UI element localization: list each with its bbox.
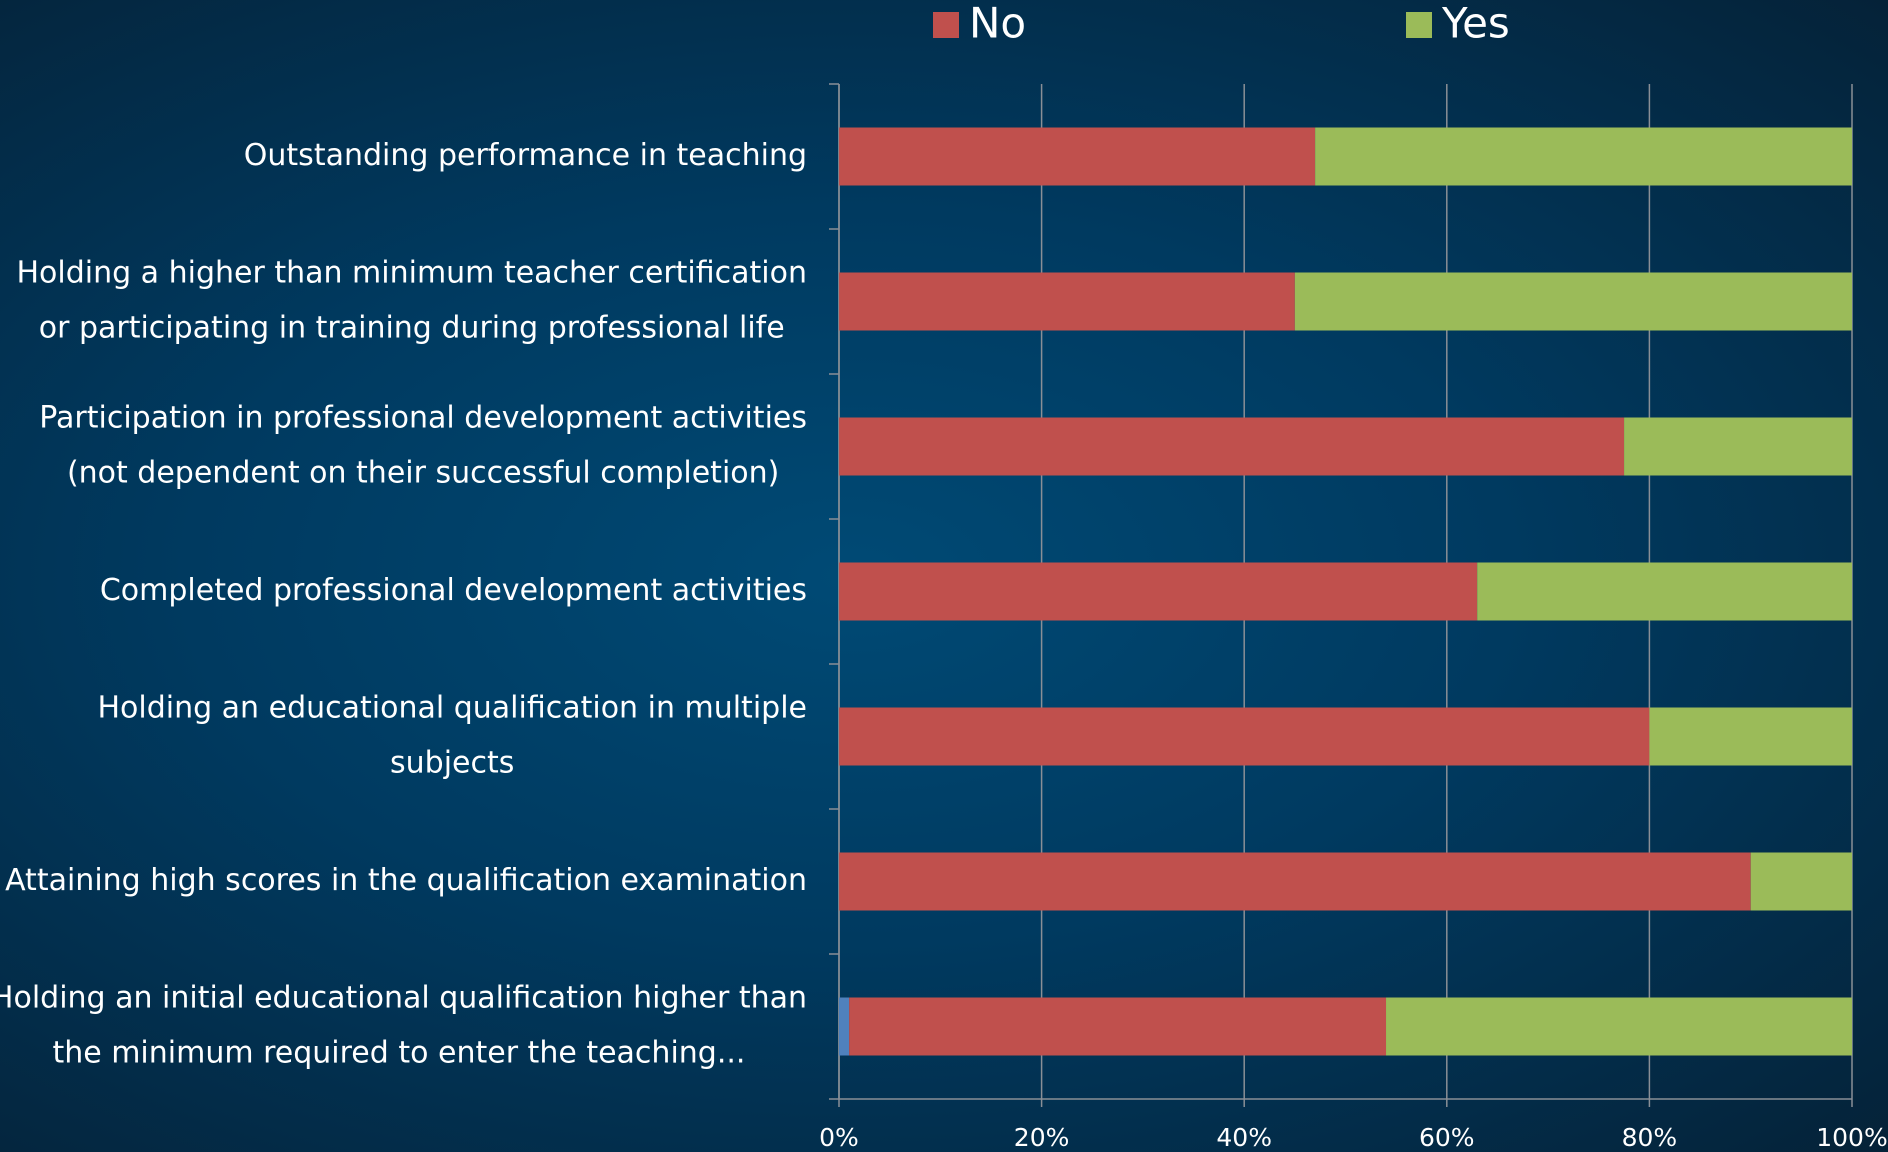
bar-segment xyxy=(849,997,1387,1056)
legend-label: Yes xyxy=(1441,0,1510,48)
bar-segment xyxy=(1477,562,1852,621)
bar-segment xyxy=(1386,997,1852,1056)
x-tick-label: 0% xyxy=(819,1123,859,1152)
bar-segment xyxy=(1315,127,1852,186)
legend-swatch xyxy=(1406,12,1432,38)
bar-segment xyxy=(839,562,1478,621)
x-tick-label: 100% xyxy=(1816,1123,1887,1152)
x-tick-label: 60% xyxy=(1419,1123,1475,1152)
bar-segment xyxy=(839,127,1316,186)
bar-segment xyxy=(1649,707,1852,766)
category-label: the minimum required to enter the teachi… xyxy=(52,1036,745,1071)
x-tick-label: 40% xyxy=(1216,1123,1272,1152)
bar-segment xyxy=(1750,852,1852,911)
bar-segment xyxy=(839,417,1625,476)
category-label: (not dependent on their successful compl… xyxy=(67,456,779,491)
category-label: Participation in professional developmen… xyxy=(39,401,807,436)
bar-segment xyxy=(839,997,850,1056)
category-label: Holding a higher than minimum teacher ce… xyxy=(16,256,807,291)
bar-segment xyxy=(839,707,1650,766)
category-label: Holding an initial educational qualifica… xyxy=(0,981,807,1016)
bar-segment xyxy=(839,852,1751,911)
category-label: or participating in training during prof… xyxy=(39,311,785,346)
category-label: Outstanding performance in teaching xyxy=(244,138,807,173)
bar-segment xyxy=(1624,417,1852,476)
category-label: subjects xyxy=(390,746,514,781)
legend-label: No xyxy=(969,0,1026,48)
category-label: Attaining high scores in the qualificati… xyxy=(5,863,807,898)
x-tick-label: 80% xyxy=(1622,1123,1678,1152)
bar-segment xyxy=(839,272,1295,331)
bar-segment xyxy=(1294,272,1852,331)
category-label: Completed professional development activ… xyxy=(100,573,807,608)
category-label: Holding an educational qualification in … xyxy=(97,691,807,726)
legend-swatch xyxy=(933,12,959,38)
x-tick-label: 20% xyxy=(1014,1123,1070,1152)
